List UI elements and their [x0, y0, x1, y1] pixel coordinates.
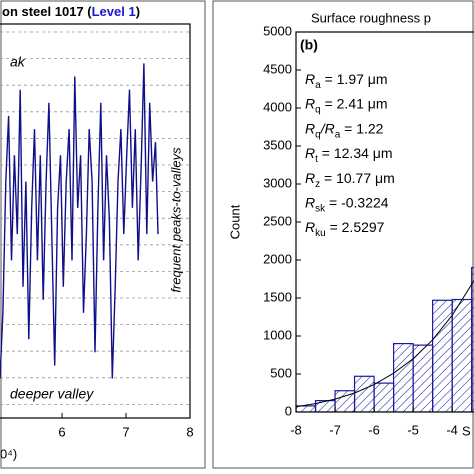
stat-subscript: sk: [315, 204, 326, 215]
stat-text: = 2.41 μm: [321, 95, 388, 111]
stat-subscript: a: [315, 80, 321, 91]
x-tick-label: 7: [122, 424, 129, 439]
histogram-bar: [353, 375, 375, 412]
histogram-bar: [432, 299, 453, 412]
histogram-bar: [296, 405, 317, 412]
stat-text: = 1.97 μm: [321, 71, 388, 87]
fit-curve: [296, 280, 474, 408]
x-axis-label: 0⁴): [0, 446, 17, 461]
x-tick-label: -5: [407, 422, 419, 437]
panel-frame: [0, 0, 206, 469]
y-tick-label: 3500: [263, 137, 292, 152]
stat-subscript: ku: [315, 228, 326, 239]
stat-subscript: z: [315, 179, 320, 190]
histogram-bar: [471, 267, 474, 412]
chart-title: on steel 1017 (Level 1): [2, 4, 140, 19]
stat-text: R: [305, 71, 315, 87]
profile-line: [0, 63, 159, 379]
stat-line: Rz = 10.77 μm: [305, 170, 395, 190]
stat-text: = 1.22: [340, 120, 383, 136]
y-tick-label: 2500: [263, 213, 292, 228]
panel-label: (b): [300, 37, 318, 53]
stat-line: Rsk = -0.3224: [305, 194, 389, 214]
stat-text: = 12.34 μm: [318, 145, 393, 161]
y-tick-label: 4500: [263, 61, 292, 76]
y-tick-label: 1500: [263, 289, 292, 304]
panel-frame: [212, 0, 474, 469]
stat-subscript: a: [335, 130, 341, 141]
stat-text: R: [305, 120, 315, 136]
stat-subscript: q: [315, 105, 321, 116]
title-part: on steel 1017 (: [2, 4, 92, 19]
stat-text: /R: [320, 120, 335, 136]
stat-subscript: t: [315, 154, 318, 165]
stat-text: = -0.3224: [325, 194, 389, 210]
histogram-bar: [412, 344, 434, 412]
y-axis-label: Count: [227, 204, 242, 239]
y-tick-label: 3000: [263, 175, 292, 190]
y-tick-label: 1000: [263, 327, 292, 342]
stat-text: R: [305, 194, 315, 210]
histogram-bar: [392, 343, 414, 412]
stat-text: R: [305, 219, 315, 235]
stat-subscript: q: [315, 130, 321, 141]
title-part: Level 1: [92, 4, 136, 19]
stat-text: = 2.5297: [326, 219, 385, 235]
stat-line: Rku = 2.5297: [305, 219, 385, 239]
x-tick-label: -4: [446, 422, 458, 437]
x-axis-label: S: [462, 423, 471, 438]
x-tick-label: -8: [290, 422, 302, 437]
stat-text: = 10.77 μm: [320, 170, 395, 186]
stat-text: R: [305, 170, 315, 186]
left-chart: on steel 1017 (Level 1) 6 7 8 0⁴) ak frequent …: [0, 4, 194, 461]
stat-line: Rt = 12.34 μm: [305, 145, 393, 165]
stat-line: Rq = 2.41 μm: [305, 95, 388, 115]
y-tick-label: 5000: [263, 23, 292, 38]
annotation: frequent peaks-to-valleys: [168, 147, 183, 293]
plot-frame: [0, 23, 191, 419]
right-chart: Surface roughness p 0 500 1000 1500 2000 2500 3…: [227, 10, 474, 438]
stat-text: R: [305, 145, 315, 161]
stat-line: Ra = 1.97 μm: [305, 71, 388, 91]
annotation: deeper valley: [10, 386, 94, 402]
histogram-bar: [373, 382, 395, 412]
title-part: ): [136, 4, 140, 19]
chart-title: Surface roughness p: [311, 10, 431, 25]
stat-line: Rq/Ra = 1.22: [305, 120, 384, 140]
y-tick-label: 4000: [263, 99, 292, 114]
histogram-bar: [451, 298, 473, 412]
x-tick-label: 8: [186, 424, 193, 439]
histogram-bar: [314, 400, 336, 412]
stat-text: R: [305, 95, 315, 111]
x-tick-label: -6: [368, 422, 380, 437]
y-tick-label: 2000: [263, 251, 292, 266]
y-tick-label: 500: [270, 365, 292, 380]
x-tick-label: -7: [329, 422, 341, 437]
y-tick-label: 0: [285, 403, 292, 418]
annotation: ak: [10, 54, 26, 70]
x-tick-label: 6: [58, 424, 65, 439]
